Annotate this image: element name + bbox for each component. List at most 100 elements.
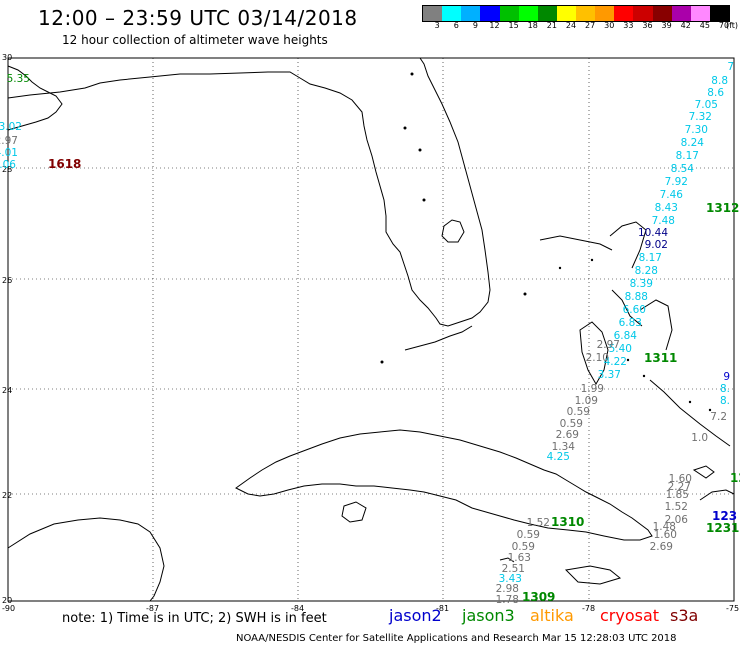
scale-swatch bbox=[671, 6, 691, 21]
scale-swatch bbox=[518, 6, 538, 21]
lon-label: -90 bbox=[2, 604, 15, 613]
wave-height-value: 8.24 bbox=[681, 137, 705, 149]
wave-height-value: 8.17 bbox=[639, 252, 662, 264]
scale-swatch bbox=[652, 6, 672, 21]
wave-height-value: 1.52 bbox=[527, 517, 550, 529]
legend-jason3: jason3 bbox=[462, 606, 515, 625]
eleuthera bbox=[639, 299, 673, 351]
map-frame bbox=[7, 57, 735, 602]
scale-label: 9 bbox=[472, 21, 478, 30]
scale-label: 36 bbox=[642, 21, 653, 30]
scale-swatch bbox=[480, 6, 500, 21]
wave-height-value: 0.59 bbox=[512, 541, 535, 553]
wave-height-value: 3.06 bbox=[0, 159, 16, 171]
wave-height-value: 1.99 bbox=[581, 383, 604, 395]
scale-swatch bbox=[423, 6, 443, 21]
scale-swatch bbox=[461, 6, 481, 21]
scale-label: 45 bbox=[699, 21, 710, 30]
wave-height-value: 2.27 bbox=[668, 481, 691, 493]
wave-height-value: 1.0 bbox=[691, 432, 708, 444]
wave-height-value: 1.34 bbox=[552, 441, 576, 453]
yucatan-coastline bbox=[7, 517, 165, 602]
scale-swatch bbox=[499, 6, 519, 21]
scale-swatch bbox=[690, 6, 710, 21]
andros-island bbox=[579, 321, 609, 386]
lat-label: 28 bbox=[2, 165, 12, 174]
lat-label: 26 bbox=[2, 276, 12, 285]
wave-height-value: 7.05 bbox=[695, 99, 718, 111]
pass-number: 1310 bbox=[551, 515, 584, 529]
scale-label: (ft) bbox=[725, 21, 739, 30]
wave-height-value: 2.69 bbox=[650, 541, 673, 553]
color-scale-labels: 3 6 9 12 15 18 21 24 27 30 33 36 39 42 45 70 (ft) bbox=[422, 21, 740, 33]
wave-height-value: 7.48 bbox=[652, 215, 675, 227]
florida-coastline bbox=[7, 57, 491, 327]
wave-height-value: 2.69 bbox=[556, 429, 579, 441]
wave-height-value: 7.92 bbox=[665, 176, 688, 188]
lon-label: -81 bbox=[436, 604, 449, 613]
scale-swatch bbox=[442, 6, 462, 21]
map-subtitle: 12 hour collection of altimeter wave hei… bbox=[62, 33, 328, 47]
wave-height-value: 7.46 bbox=[660, 189, 684, 201]
pass-number: 1311 bbox=[644, 351, 677, 365]
lon-label: -87 bbox=[146, 604, 159, 613]
scale-label: 70 bbox=[718, 21, 730, 30]
longitude-labels: -90 -87 -84 -81 -78 -75 bbox=[2, 604, 739, 613]
wave-height-value: 8.28 bbox=[635, 265, 658, 277]
wave-height-value: 8. bbox=[720, 395, 730, 407]
map-title: 12:00 – 23:59 UTC 03/14/2018 bbox=[38, 6, 358, 30]
wave-height-value: 8.88 bbox=[625, 291, 648, 303]
legend-cryosat: cryosat bbox=[600, 606, 660, 625]
wave-height-value: 1.60 bbox=[669, 473, 692, 485]
florida-keys bbox=[404, 325, 473, 351]
wave-height-value: 7.32 bbox=[689, 111, 712, 123]
jamaica bbox=[564, 565, 622, 585]
wave-height-value: 8.54 bbox=[671, 163, 695, 175]
wave-height-value: 0.59 bbox=[567, 406, 590, 418]
wave-height-value: 3.02 bbox=[0, 121, 22, 133]
scale-label: 21 bbox=[546, 21, 557, 30]
lake-okeechobee bbox=[441, 219, 465, 243]
legend-altika: altika bbox=[530, 606, 574, 625]
scale-swatch bbox=[614, 6, 634, 21]
wave-height-value: 9 bbox=[723, 371, 730, 383]
hispaniola bbox=[699, 489, 735, 501]
isla-de-la-juventud bbox=[341, 501, 367, 523]
lat-label: 20 bbox=[2, 596, 12, 605]
wave-height-value: 2.51 bbox=[502, 563, 525, 575]
great-abaco bbox=[609, 221, 647, 269]
legend-s3a: s3a bbox=[670, 606, 699, 625]
lon-label: -78 bbox=[582, 604, 595, 613]
scale-label: 15 bbox=[508, 21, 519, 30]
wave-height-value: 1.09 bbox=[575, 395, 598, 407]
scale-label: 12 bbox=[489, 21, 500, 30]
wave-height-value: 6.83 bbox=[619, 317, 642, 329]
wave-height-value: 1.85 bbox=[666, 489, 689, 501]
pass-number: 1618 bbox=[48, 157, 81, 171]
wave-height-value: 8. bbox=[720, 383, 730, 395]
wave-height-value: 8.17 bbox=[676, 150, 699, 162]
wave-height-value: 2.97 bbox=[0, 135, 18, 147]
wave-height-value: 8.6 bbox=[707, 87, 724, 99]
wave-height-value: 4.25 bbox=[547, 451, 570, 463]
wave-height-value: 6.60 bbox=[623, 304, 646, 316]
footer-credit: NOAA/NESDIS Center for Satellite Applica… bbox=[236, 633, 677, 644]
cuba-coastline bbox=[235, 429, 653, 541]
scale-swatch bbox=[537, 6, 557, 21]
wave-height-value: 7 bbox=[727, 61, 734, 73]
scale-label: 18 bbox=[527, 21, 538, 30]
long-island bbox=[611, 289, 643, 327]
scale-label: 3 bbox=[434, 21, 440, 30]
wave-height-value: 1.78 bbox=[496, 594, 519, 606]
wave-height-value: 10.44 bbox=[638, 227, 668, 239]
cayman-islands bbox=[499, 557, 515, 563]
wave-height-value: 2.10 bbox=[586, 352, 609, 364]
wave-height-value: 8.39 bbox=[630, 278, 653, 290]
scale-label: 30 bbox=[604, 21, 615, 30]
scale-swatch bbox=[556, 6, 576, 21]
scale-label: 39 bbox=[661, 21, 672, 30]
wave-height-value: 4.01 bbox=[0, 147, 18, 159]
scale-swatch bbox=[595, 6, 615, 21]
latitude-labels: 30 28 26 24 22 20 bbox=[2, 53, 12, 605]
